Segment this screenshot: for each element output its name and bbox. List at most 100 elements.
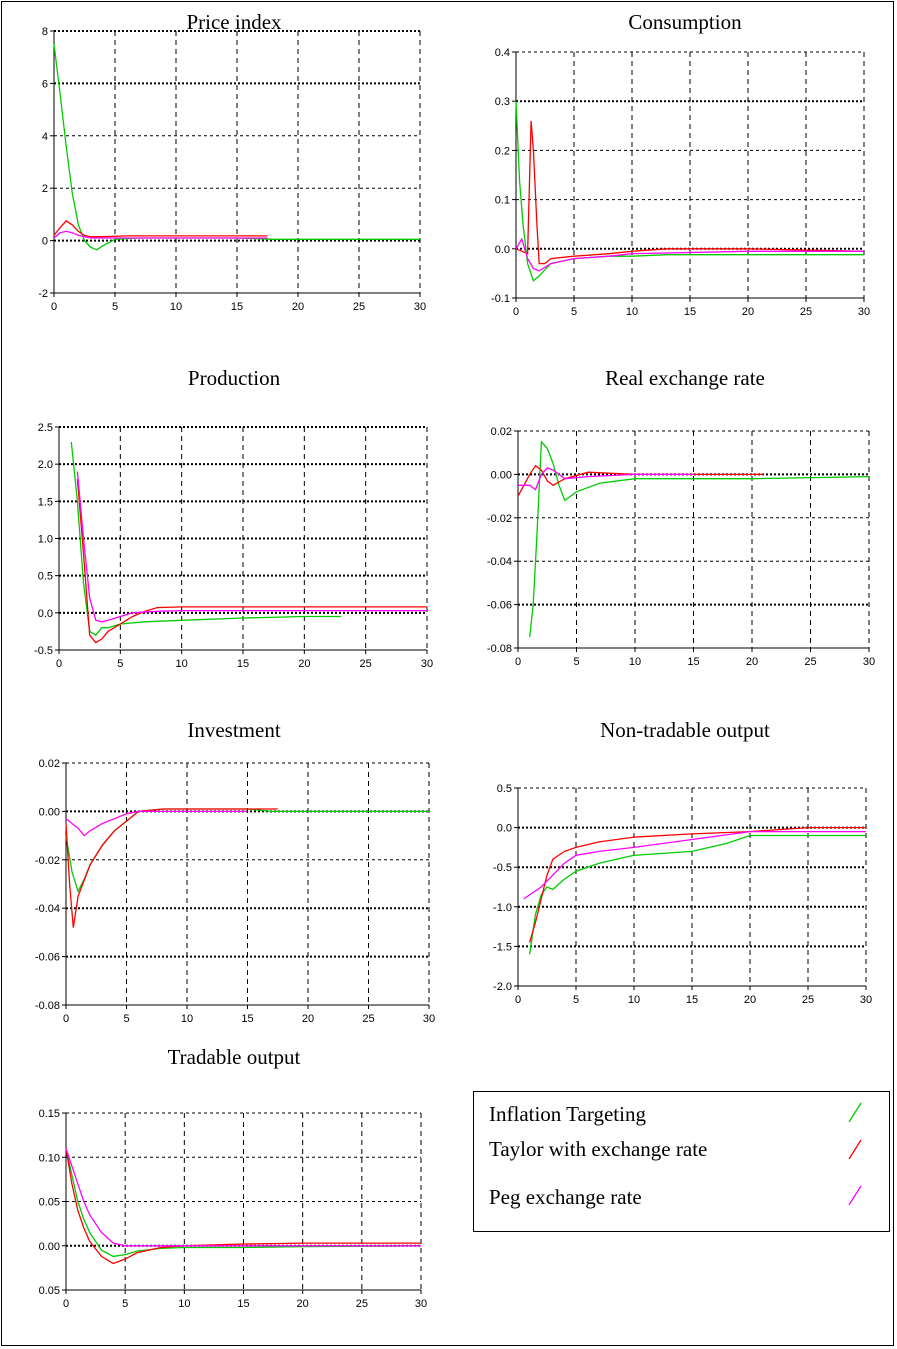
panel-title-production: Production: [187, 366, 281, 390]
x-tick-label: 5: [112, 301, 118, 313]
x-tick-label: 10: [170, 301, 182, 313]
legend-swatch-peg: [848, 1185, 862, 1206]
x-tick-label: 20: [297, 1298, 309, 1310]
y-tick-label: -0.06: [35, 952, 60, 964]
x-tick-label: 15: [686, 994, 698, 1006]
y-tick-label: 0.15: [39, 1108, 60, 1120]
x-tick-label: 15: [687, 656, 699, 668]
y-tick-label: -0.02: [35, 855, 60, 867]
x-tick-label: 0: [63, 1013, 69, 1025]
x-tick-label: 20: [292, 301, 304, 313]
x-tick-label: 0: [63, 1298, 69, 1310]
legend-label-inflation-targeting: Inflation Targeting: [489, 1102, 646, 1126]
series-taylor-with-exchange-rate: [528, 826, 866, 943]
panel-title-tradable-output: Tradable output: [167, 1045, 301, 1069]
y-tick-label: 0.5: [38, 571, 53, 583]
panel-title-real-exchange-rate: Real exchange rate: [605, 366, 765, 390]
chart-consumption: 0 5 10 15 20 25 30 -0.1 0.0 0.1 0.2 0.3 0.4: [491, 47, 870, 318]
x-tick-label: 20: [302, 1013, 314, 1025]
series-taylor-with-exchange-rate: [65, 808, 278, 928]
x-tick-label: 5: [573, 656, 579, 668]
x-tick-label: 15: [231, 301, 243, 313]
x-tick-label: 30: [423, 1013, 435, 1025]
y-tick-label: 2.5: [38, 422, 53, 434]
y-tick-label: -0.08: [35, 1000, 60, 1012]
x-tick-label: 20: [298, 658, 310, 670]
x-tick-label: 15: [237, 658, 249, 670]
x-tick-label: 30: [858, 306, 870, 318]
legend-swatch-inflation-targeting: [848, 1102, 862, 1123]
x-tick-label: 5: [122, 1298, 128, 1310]
x-tick-label: 5: [123, 1013, 129, 1025]
y-tick-label: 2.0: [38, 459, 53, 471]
x-tick-label: 25: [353, 301, 365, 313]
x-tick-label: 10: [626, 306, 638, 318]
x-tick-label: 20: [744, 994, 756, 1006]
y-tick-label: -0.02: [487, 513, 512, 525]
legend-label-taylor: Taylor with exchange rate: [489, 1137, 708, 1161]
y-tick-label: 0.5: [497, 783, 512, 795]
series-taylor-with-exchange-rate: [65, 1148, 421, 1265]
y-tick-label: 0.3: [495, 96, 510, 108]
x-tick-label: 15: [241, 1013, 253, 1025]
legend-swatch-taylor: [848, 1139, 862, 1160]
chart-production: 0 5 10 15 20 25 30 -0.5 0.0 0.5 1.0 1.5 2.0 2.5: [34, 422, 433, 670]
y-tick-label: 8: [42, 26, 48, 38]
x-tick-label: 10: [178, 1298, 190, 1310]
x-tick-label: 15: [237, 1298, 249, 1310]
y-tick-label: 1.0: [38, 534, 53, 546]
series-peg-exchange-rate: [518, 467, 694, 491]
y-tick-label: -0.5: [34, 645, 53, 657]
series-inflation-targeting: [65, 1148, 422, 1258]
series-taylor-with-exchange-rate: [53, 220, 268, 238]
x-tick-label: 15: [684, 306, 696, 318]
x-tick-label: 0: [515, 656, 521, 668]
y-tick-label: -0.08: [487, 643, 512, 655]
x-tick-label: 5: [573, 994, 579, 1006]
y-tick-label: -0.04: [487, 556, 512, 568]
y-tick-label: -2: [38, 288, 48, 300]
y-tick-label: -0.1: [491, 293, 510, 305]
panel-title-non-tradable-output: Non-tradable output: [600, 718, 770, 742]
series-taylor-with-exchange-rate: [515, 120, 865, 265]
chart-real-exchange-rate: 0 5 10 15 20 25 30 -0.08 -0.06 -0.04 -0.02 0.00 0.02: [487, 426, 875, 668]
x-tick-label: 20: [746, 656, 758, 668]
chart-investment: 0 5 10 15 20 25 30 -0.08 -0.06 -0.04 -0.02 0.00 0.02: [35, 758, 435, 1025]
y-tick-label: -0.06: [487, 600, 512, 612]
y-tick-label: 0.02: [491, 426, 512, 438]
x-tick-label: 30: [860, 994, 872, 1006]
y-tick-label: -2.0: [493, 981, 512, 993]
x-tick-label: 10: [629, 656, 641, 668]
x-tick-label: 5: [117, 658, 123, 670]
y-tick-label: -0.04: [35, 903, 60, 915]
series-inflation-targeting: [70, 441, 342, 636]
y-tick-label: 0.0: [495, 244, 510, 256]
series-peg-exchange-rate: [76, 471, 427, 623]
y-tick-label: 0.4: [495, 47, 510, 59]
x-tick-label: 20: [742, 306, 754, 318]
series-peg-exchange-rate: [65, 1148, 421, 1247]
x-tick-label: 30: [414, 301, 426, 313]
y-tick-label: -1.5: [493, 941, 512, 953]
x-tick-label: 0: [51, 301, 57, 313]
x-tick-label: 25: [362, 1013, 374, 1025]
y-tick-label: 0.00: [39, 806, 60, 818]
y-tick-label: 0.00: [39, 1241, 60, 1253]
x-tick-label: 10: [628, 994, 640, 1006]
series-inflation-targeting: [528, 834, 866, 955]
x-tick-label: 30: [863, 656, 875, 668]
y-tick-label: 0: [42, 236, 48, 248]
y-tick-label: 0.05: [39, 1285, 60, 1297]
x-tick-label: 0: [515, 994, 521, 1006]
chart-tradable-output: 0 5 10 15 20 25 30 0.05 0.00 0.05 0.10 0.15: [39, 1108, 428, 1310]
series-inflation-targeting: [529, 440, 870, 638]
y-tick-label: 1.5: [38, 496, 53, 508]
x-tick-label: 0: [56, 658, 62, 670]
panel-title-investment: Investment: [187, 718, 281, 742]
y-tick-label: 6: [42, 78, 48, 90]
x-tick-label: 30: [415, 1298, 427, 1310]
y-tick-label: 0.1: [495, 195, 510, 207]
